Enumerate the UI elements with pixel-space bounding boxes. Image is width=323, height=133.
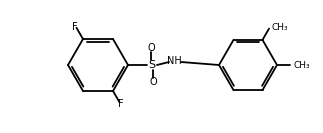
- Text: S: S: [149, 60, 156, 70]
- Text: CH₃: CH₃: [272, 23, 289, 32]
- Text: F: F: [118, 99, 123, 109]
- Text: NH: NH: [167, 56, 182, 66]
- Text: F: F: [72, 22, 77, 32]
- Text: O: O: [149, 77, 157, 87]
- Text: O: O: [147, 43, 155, 53]
- Text: CH₃: CH₃: [293, 61, 310, 70]
